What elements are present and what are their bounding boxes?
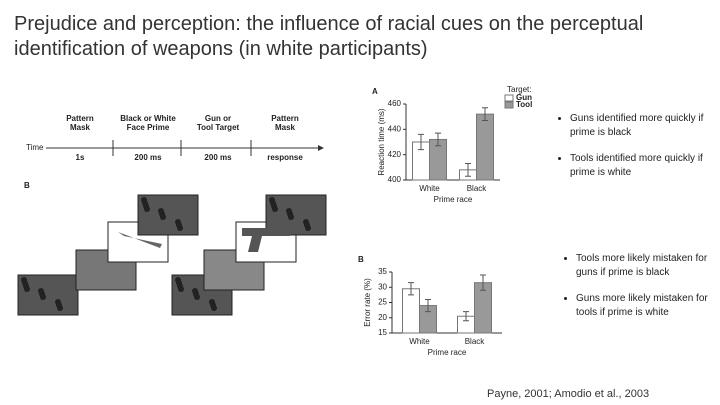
bullet: Guns identified more quickly if prime is… (570, 112, 720, 140)
y-tick-label: 400 (388, 175, 402, 184)
y-tick-label: 25 (378, 298, 387, 307)
noise (177, 225, 183, 231)
y-axis-label: Reaction time (ms) (377, 108, 386, 175)
noise (144, 206, 150, 212)
error-bar (465, 163, 471, 177)
bullet: Tools more likely mistaken for guns if p… (576, 252, 720, 280)
y-tick-label: 460 (388, 99, 402, 108)
step-label: Mask (70, 123, 91, 132)
noise (211, 305, 217, 311)
y-tick-label: 440 (388, 124, 402, 133)
duration: response (267, 153, 303, 162)
x-tick-label: White (419, 184, 440, 193)
error-bar (408, 282, 414, 296)
y-tick-label: 20 (378, 313, 387, 322)
noise (305, 225, 311, 231)
error-bar (418, 133, 424, 151)
legend-swatch (504, 94, 514, 102)
noise (40, 294, 46, 300)
bullet: Guns more likely mistaken for tools if p… (576, 292, 720, 320)
legend-label: Gun (516, 93, 532, 102)
duration: 1s (76, 153, 85, 162)
stimulus (203, 249, 265, 291)
y-tick-label: 30 (378, 282, 387, 291)
noise (288, 214, 294, 220)
step-label: Face Prime (127, 123, 170, 132)
bar (476, 113, 494, 181)
error-bar (435, 132, 441, 147)
legend-title: Target: (507, 85, 531, 94)
bar (402, 288, 420, 334)
step-label: Pattern (271, 114, 299, 123)
duration: 200 ms (134, 153, 162, 162)
error-bar (480, 274, 486, 291)
step-label: Gun or (205, 114, 231, 123)
x-axis-label: Prime race (434, 195, 473, 204)
noise (24, 286, 30, 292)
error-bar (425, 298, 431, 313)
duration: 200 ms (204, 153, 232, 162)
noise (57, 305, 63, 311)
y-tick-label: 420 (388, 150, 402, 159)
noise (194, 294, 200, 300)
panel-label: B (358, 255, 364, 264)
noise (160, 214, 166, 220)
x-tick-label: Black (467, 184, 488, 193)
stimulus (137, 194, 199, 236)
citation: Payne, 2001; Amodio et al., 2003 (487, 388, 650, 400)
step-label: Tool Target (197, 123, 240, 132)
x-tick-label: Black (465, 337, 486, 346)
error-bar (482, 107, 488, 121)
panel-label: B (24, 181, 30, 190)
y-axis-label: Error rate (%) (363, 278, 372, 327)
time-label: Time (26, 143, 44, 152)
error-bar (463, 311, 469, 322)
legend-swatch (504, 101, 514, 109)
x-axis-label: Prime race (428, 348, 467, 357)
legend-label: Tool (516, 100, 532, 109)
bullets-top: Guns identified more quickly if prime is… (556, 112, 720, 192)
noise (272, 206, 278, 212)
stimulus (17, 274, 79, 316)
step-label: Pattern (66, 114, 94, 123)
noise (178, 286, 184, 292)
step-label: Mask (275, 123, 296, 132)
x-tick-label: White (409, 337, 430, 346)
panel-label: A (372, 87, 378, 96)
y-tick-label: 35 (378, 267, 387, 276)
slide-title: Prejudice and perception: the influence … (14, 13, 644, 60)
time-arrow (318, 145, 324, 151)
y-tick-label: 15 (378, 328, 387, 337)
gun-icon (242, 228, 290, 252)
bullet: Tools identified more quickly if prime i… (570, 152, 720, 180)
step-label: Black or White (120, 114, 176, 123)
bullets-bottom: Tools more likely mistaken for guns if p… (562, 252, 720, 332)
tool-icon (118, 232, 162, 248)
